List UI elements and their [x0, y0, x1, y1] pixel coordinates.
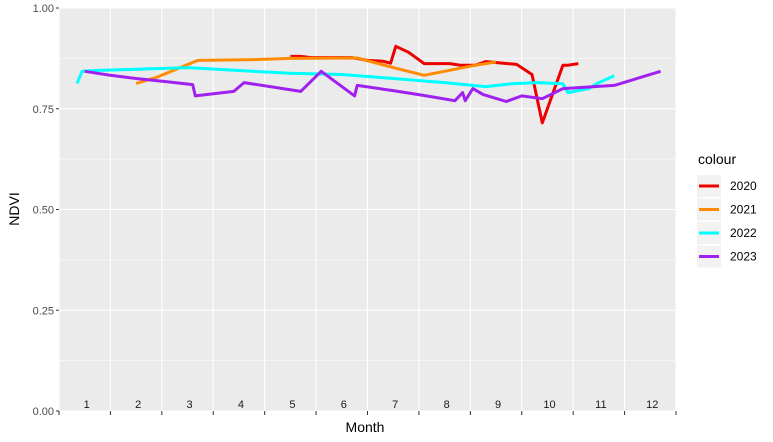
y-tick-label: 1.00 [33, 3, 54, 15]
month-label: 2 [135, 399, 141, 411]
legend-label-2023: 2023 [730, 250, 757, 264]
legend-label-2021: 2021 [730, 203, 757, 217]
month-label: 6 [341, 399, 347, 411]
y-axis-title: NDVI [6, 192, 22, 225]
month-label: 3 [186, 399, 192, 411]
x-axis-title: Month [346, 419, 385, 435]
y-tick-label: 0.75 [33, 104, 54, 116]
month-label: 4 [238, 399, 244, 411]
legend-label-2022: 2022 [730, 226, 757, 240]
month-label: 10 [543, 399, 555, 411]
legend-title: colour [698, 151, 736, 167]
legend-label-2020: 2020 [730, 179, 757, 193]
month-label: 5 [289, 399, 295, 411]
legend: colour 2020 2021 2022 2023 [697, 151, 757, 268]
month-label: 11 [595, 399, 606, 411]
month-label: 1 [84, 399, 90, 411]
y-tick-label: 0.25 [33, 305, 54, 317]
month-labels: 1 2 3 4 5 6 7 8 9 10 11 12 [84, 399, 659, 411]
y-tick-label: 0.00 [33, 406, 54, 418]
month-label: 12 [646, 399, 658, 411]
series-line-2023 [84, 69, 662, 103]
x-axis [58, 411, 677, 415]
y-tick-label: 0.50 [33, 205, 54, 217]
month-label: 8 [444, 399, 450, 411]
month-label: 9 [495, 399, 501, 411]
series-lines [75, 44, 662, 125]
month-label: 7 [392, 399, 398, 411]
series-line-2022 [75, 66, 615, 95]
y-axis: 0.00 0.25 0.50 0.75 1.00 [33, 3, 59, 418]
